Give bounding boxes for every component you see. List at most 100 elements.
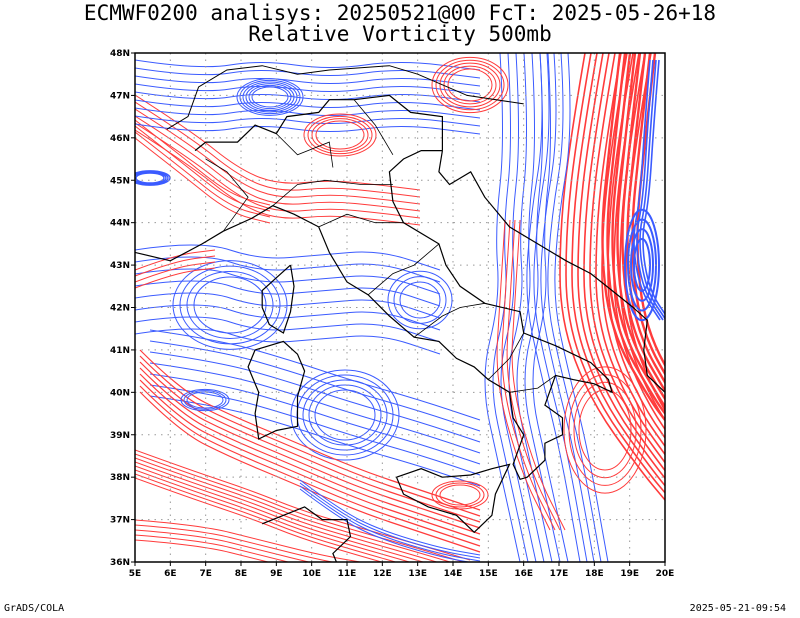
contour-negative (239, 79, 301, 115)
region-border (276, 133, 334, 168)
footer-timestamp: 2025-05-21-09:54 (689, 603, 786, 614)
contour-negative (186, 271, 274, 339)
lat-tick-label: 45N (110, 176, 130, 186)
contour-positive (606, 53, 665, 416)
contour-positive (315, 120, 365, 150)
contour-positive (139, 355, 481, 517)
lon-axis: 5E 6E 7E 8E 9E 10E 11E 12E 13E 14E 15E 16E 17E 18E 19E… (129, 562, 674, 579)
lat-tick-label: 42N (110, 304, 130, 314)
contour-negative (633, 59, 661, 321)
lon-tick-label: 7E (199, 569, 211, 579)
contour-positive (496, 219, 551, 531)
map-title: ECMWF0200 analisys: 20250521@00 FcT: 202… (83, 1, 717, 25)
contour-positive (311, 118, 369, 152)
contour-negative (135, 170, 169, 186)
map-subtitle: Relative Vorticity 500mb (248, 22, 552, 46)
contour-negative (540, 53, 595, 562)
contour-negative (526, 53, 581, 562)
contour-positive (135, 115, 421, 212)
contour-positive (135, 267, 216, 289)
contour-positive (616, 53, 665, 402)
contour-positive (135, 539, 271, 562)
lon-tick-label: 10E (302, 569, 321, 579)
contour-negative (135, 171, 167, 185)
contour-positive (577, 53, 665, 480)
contour-positive (135, 524, 335, 562)
contour-positive (135, 534, 291, 562)
contour-negative (149, 362, 481, 454)
contour-positive (601, 53, 665, 421)
lon-tick-label: 16E (514, 569, 533, 579)
contour-negative (236, 78, 304, 116)
contour-positive (139, 349, 481, 511)
contour-negative (183, 390, 227, 410)
contour-positive (135, 94, 421, 191)
lat-tick-label: 44N (110, 219, 130, 229)
lat-tick-label: 46N (110, 134, 130, 144)
contour-positive (135, 453, 466, 562)
contour-positive (139, 385, 481, 547)
contour-negative (299, 479, 481, 556)
contour-positive (135, 101, 421, 198)
coastline-balkan (438, 150, 665, 393)
contour-negative (314, 389, 376, 441)
contour-positive (139, 361, 481, 523)
contour-negative (179, 265, 281, 345)
contour-positive (135, 457, 452, 562)
contour-positive (135, 477, 384, 562)
lat-tick-label: 36N (110, 558, 130, 568)
contour-negative (135, 244, 441, 271)
contour-negative (135, 75, 481, 87)
contour-negative (248, 84, 292, 110)
coastline-africa (261, 506, 352, 562)
contour-positive (135, 129, 421, 226)
lat-tick-label: 38N (110, 473, 130, 483)
contour-positive (439, 62, 501, 108)
contour-negative (245, 83, 295, 111)
coastline-france (135, 230, 224, 262)
region-border (353, 99, 394, 156)
contour-negative (500, 53, 537, 562)
region-border (272, 179, 393, 207)
contour-positive (139, 373, 481, 535)
border-alps (194, 94, 443, 152)
contour-positive (589, 53, 665, 464)
coastline-italy (223, 150, 613, 481)
contour-negative (524, 53, 561, 562)
lon-tick-label: 8E (235, 569, 247, 579)
contour-positive (135, 519, 361, 562)
lon-tick-label: 14E (444, 569, 463, 579)
contour-negative (135, 280, 441, 307)
contour-negative (149, 351, 481, 443)
border-north (166, 65, 524, 130)
contour-negative (135, 91, 481, 103)
contour-positive (307, 115, 373, 155)
contour-positive (435, 482, 485, 508)
coastline-corsica (261, 264, 295, 334)
contour-positive (135, 131, 271, 218)
contour-positive (439, 484, 481, 506)
contour-positive (135, 255, 216, 277)
lat-tick-label: 37N (110, 516, 130, 526)
lat-axis: 36N 37N 38N 39N 40N 41N 42N 43N 44N 45N 46N 47N 48N (110, 49, 135, 568)
lat-tick-label: 40N (110, 388, 130, 398)
contour-negative (630, 228, 654, 302)
contour-positive (303, 113, 377, 157)
contour-positive (563, 366, 647, 494)
coastline-sicily (395, 463, 511, 534)
contour-positive (571, 53, 665, 487)
contour-positive (621, 53, 665, 393)
contour-negative (135, 83, 481, 95)
contour-negative (308, 384, 382, 446)
lon-tick-label: 12E (373, 569, 392, 579)
contour-positive (135, 137, 271, 224)
contour-negative (135, 67, 481, 79)
contour-negative (149, 373, 481, 465)
contour-positive (135, 108, 421, 205)
contour-negative (135, 172, 165, 184)
contour-negative (302, 379, 388, 451)
contour-negative (149, 384, 481, 476)
region-border (413, 302, 485, 338)
contour-negative (135, 292, 441, 319)
